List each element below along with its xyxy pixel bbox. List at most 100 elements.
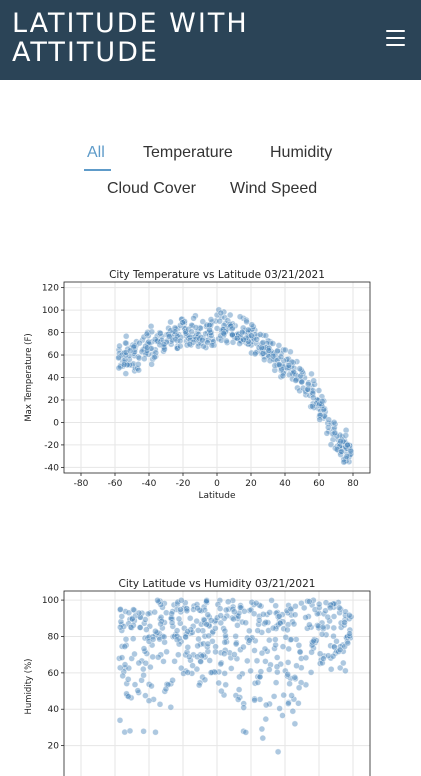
- data-point: [232, 633, 239, 640]
- data-point: [292, 602, 299, 610]
- data-point: [220, 691, 228, 699]
- data-point: [135, 354, 143, 362]
- data-point: [217, 612, 224, 619]
- data-point: [115, 354, 122, 362]
- data-point: [207, 316, 215, 323]
- data-point: [233, 334, 241, 342]
- data-point: [320, 655, 327, 662]
- data-point: [204, 640, 212, 648]
- site-title[interactable]: LATITUDE WITH ATTITUDE: [12, 8, 249, 68]
- data-point: [259, 350, 267, 357]
- data-point: [186, 340, 194, 348]
- tab-humidity[interactable]: Humidity: [270, 144, 333, 161]
- data-point: [193, 665, 201, 673]
- data-point: [237, 604, 244, 611]
- data-point: [274, 748, 282, 756]
- data-point: [130, 606, 137, 613]
- data-point: [313, 396, 321, 404]
- y-tick-label: 20: [48, 742, 60, 752]
- data-point: [262, 332, 270, 339]
- data-point: [284, 659, 292, 666]
- data-point: [251, 696, 258, 704]
- tab-wind-speed[interactable]: Wind Speed: [230, 180, 318, 197]
- data-point: [333, 432, 341, 440]
- scatter-points: [115, 306, 355, 466]
- data-point: [280, 625, 288, 633]
- data-point: [167, 318, 174, 326]
- tab-temperature[interactable]: Temperature: [143, 144, 233, 161]
- data-point: [190, 314, 197, 322]
- data-point: [254, 627, 262, 634]
- data-point: [143, 626, 150, 633]
- data-point: [185, 653, 193, 661]
- data-point: [304, 386, 312, 393]
- data-point: [344, 441, 351, 449]
- data-point: [182, 633, 189, 641]
- data-point: [212, 624, 219, 632]
- data-point: [240, 336, 247, 344]
- data-point: [248, 321, 256, 328]
- y-tick-label: 80: [48, 632, 60, 642]
- data-point: [190, 602, 198, 610]
- data-point: [228, 325, 236, 333]
- data-point: [256, 601, 263, 609]
- data-point: [324, 613, 332, 621]
- tab-cloud-cover[interactable]: Cloud Cover: [107, 180, 196, 197]
- y-tick-label: 40: [48, 374, 60, 384]
- y-tick-label: -20: [44, 441, 59, 451]
- data-point: [148, 682, 155, 690]
- data-point: [327, 441, 335, 448]
- data-point: [336, 664, 344, 672]
- data-point: [173, 632, 181, 640]
- hamburger-menu-icon[interactable]: [386, 30, 405, 46]
- data-point: [280, 691, 288, 699]
- data-point: [335, 599, 342, 606]
- y-tick-label: 120: [42, 284, 59, 294]
- data-point: [347, 447, 355, 455]
- data-point: [135, 659, 143, 667]
- data-point: [152, 728, 159, 736]
- data-point: [264, 619, 272, 626]
- data-point: [307, 669, 315, 676]
- data-point: [344, 639, 352, 647]
- data-point: [319, 623, 327, 631]
- x-tick-label: 80: [347, 479, 359, 489]
- data-point: [122, 332, 130, 340]
- data-point: [221, 650, 228, 657]
- data-point: [220, 322, 228, 329]
- data-point: [140, 671, 147, 679]
- x-tick-label: -40: [142, 479, 157, 489]
- active-tab-underline: [84, 169, 111, 171]
- x-tick-label: 40: [279, 479, 291, 489]
- data-point: [231, 651, 238, 658]
- data-point: [269, 340, 277, 347]
- data-point: [285, 362, 293, 369]
- y-tick-label: -40: [44, 463, 59, 473]
- data-point: [337, 437, 344, 445]
- data-point: [250, 610, 258, 618]
- data-point: [262, 701, 270, 709]
- data-point: [320, 406, 328, 413]
- data-point: [254, 679, 262, 686]
- temperature-chart: -80 -60 -40 -20 0 20 40 60 80 -40 -20 0 20 40 60 80 100 1…: [0, 258, 421, 518]
- data-point: [175, 651, 182, 658]
- data-point: [277, 353, 285, 361]
- data-point: [258, 344, 266, 351]
- data-point: [265, 347, 273, 354]
- data-point: [206, 326, 213, 334]
- data-point: [256, 673, 264, 681]
- y-axis-label: Humidity (%): [24, 659, 34, 715]
- data-point: [218, 687, 225, 695]
- data-point: [142, 692, 149, 699]
- data-point: [179, 319, 186, 326]
- data-point: [279, 372, 287, 380]
- data-point: [289, 707, 297, 715]
- data-point: [177, 342, 184, 350]
- data-point: [175, 615, 183, 623]
- data-point: [315, 387, 323, 394]
- data-point: [262, 715, 270, 723]
- data-point: [315, 604, 323, 611]
- data-point: [246, 637, 253, 644]
- tab-all[interactable]: All: [87, 144, 105, 161]
- data-point: [329, 652, 337, 660]
